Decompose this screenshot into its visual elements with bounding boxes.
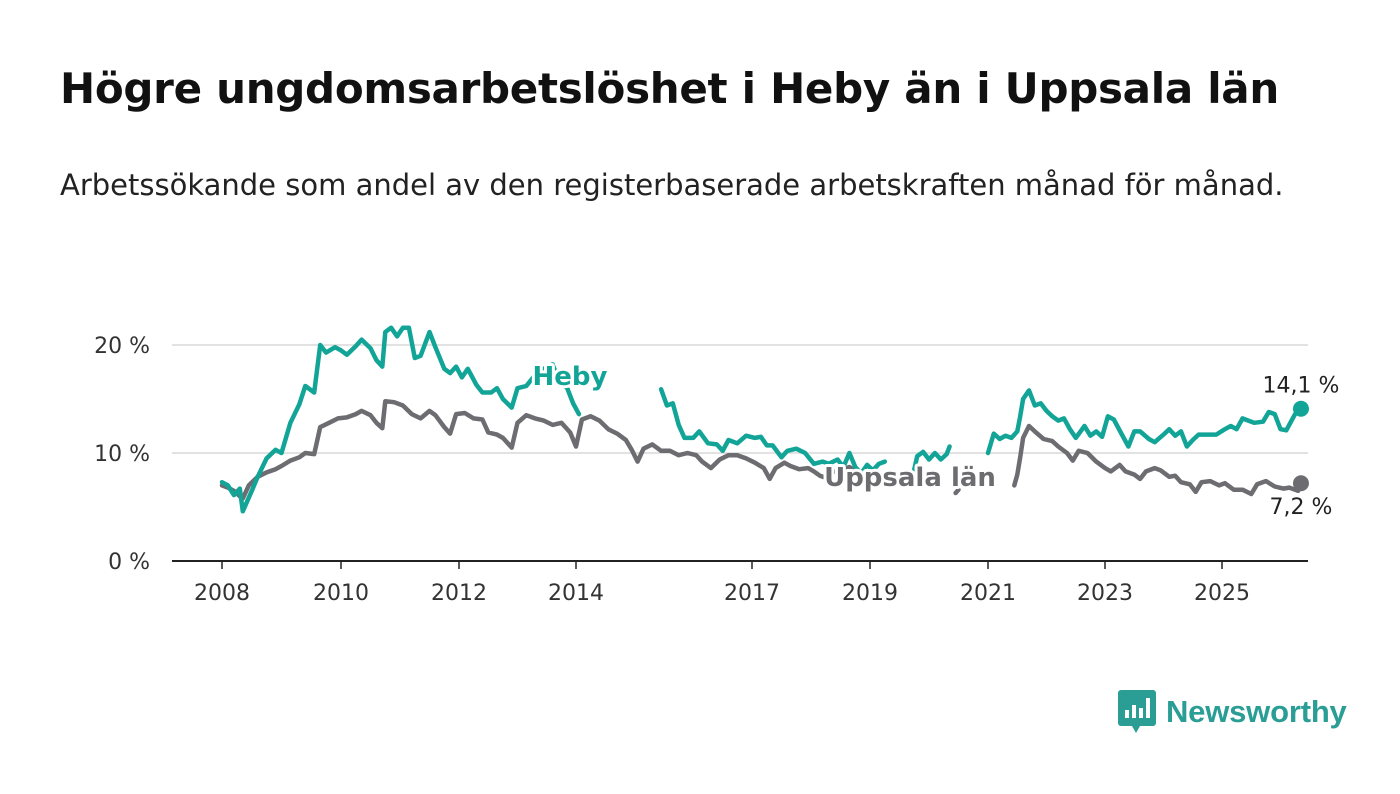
series-line-uppsala (953, 487, 961, 496)
chart-title: Högre ungdomsarbetslöshet i Heby än i Up… (60, 64, 1279, 113)
axes: 0 % 10 % 20 % 2008 2010 2012 2014 2017 2019 2021 2… (94, 334, 1308, 606)
gridlines (172, 344, 1308, 454)
x-tick-label: 2008 (194, 581, 250, 606)
end-marker-heby (1292, 400, 1309, 417)
x-tick-label: 2019 (842, 581, 898, 606)
series-line-heby (219, 325, 582, 514)
x-tick-label: 2025 (1194, 581, 1250, 606)
series-line-uppsala (1012, 423, 1301, 497)
series-label-uppsala: Uppsala län (824, 463, 996, 493)
y-tick-label: 10 % (94, 442, 150, 467)
series-label-heby: Heby (533, 362, 608, 392)
chart-subtitle: Arbetssökande som andel av den registerb… (60, 168, 1284, 202)
end-marker-uppsala (1292, 475, 1309, 492)
x-tick-label: 2017 (724, 581, 780, 606)
x-tick-label: 2023 (1077, 581, 1133, 606)
end-label-uppsala: 7,2 % (1270, 495, 1333, 520)
series-line-heby (985, 388, 1304, 456)
series-lines (219, 325, 1309, 514)
series-line-heby (658, 387, 888, 476)
end-label-heby: 14,1 % (1263, 374, 1340, 399)
x-tick-label: 2021 (960, 581, 1016, 606)
series-labels: 14,1 % 7,2 % Heby Uppsala län (530, 359, 1340, 520)
series-line-heby (912, 444, 952, 472)
series-line-uppsala (219, 398, 876, 501)
x-tick-label: 2012 (431, 581, 487, 606)
x-tick-label: 2014 (548, 581, 604, 606)
newsworthy-logo-icon (1118, 690, 1156, 733)
x-tick-label: 2010 (313, 581, 369, 606)
y-tick-label: 20 % (94, 334, 150, 359)
newsworthy-brand: Newsworthy (1118, 690, 1347, 734)
y-tick-label: 0 % (108, 550, 150, 575)
brand-name: Newsworthy (1166, 694, 1347, 729)
